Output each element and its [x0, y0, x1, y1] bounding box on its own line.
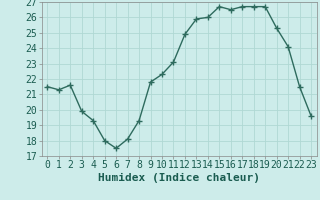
X-axis label: Humidex (Indice chaleur): Humidex (Indice chaleur) [98, 173, 260, 183]
